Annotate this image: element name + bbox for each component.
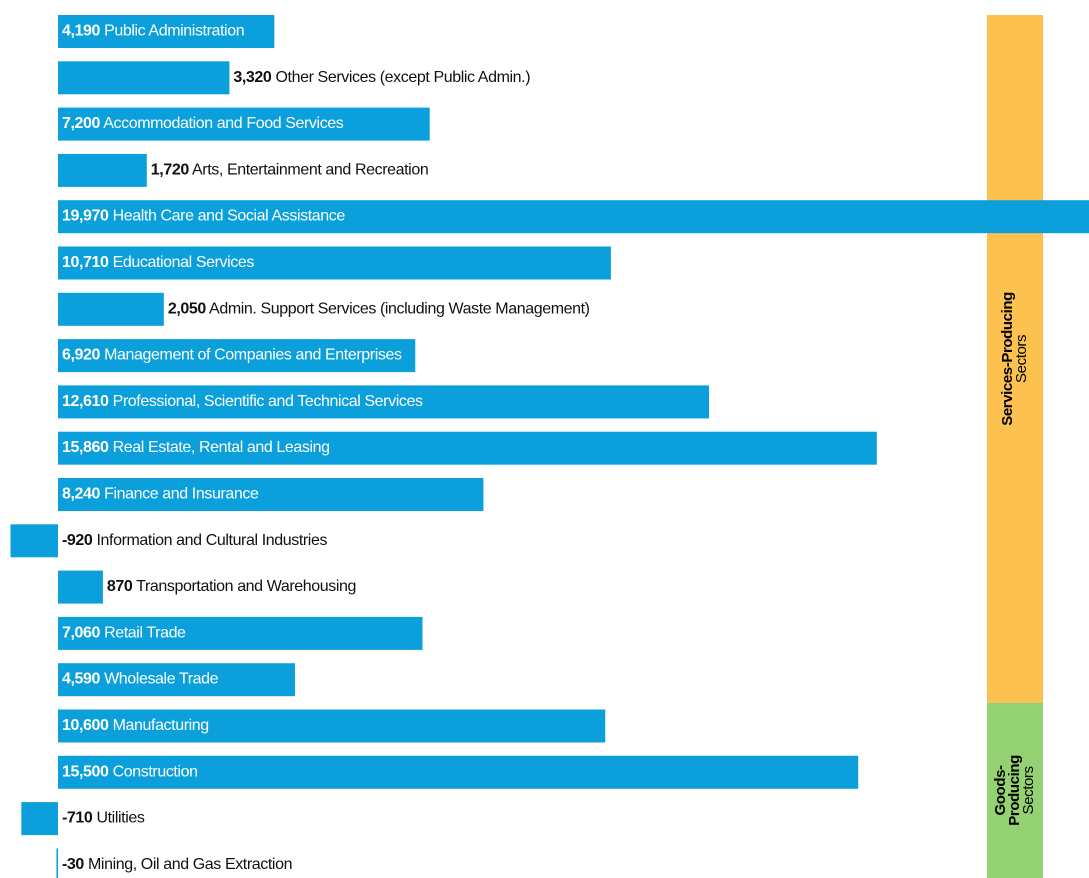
bar-label: 15,500 Construction	[62, 764, 198, 781]
value-label: 6,920	[62, 347, 101, 364]
category-label: Accommodation and Food Services	[103, 115, 344, 132]
bar	[56, 848, 58, 878]
group-subtitle: Sectors	[1013, 335, 1030, 383]
value-label: -920	[62, 532, 93, 549]
bar	[58, 107, 430, 141]
value-label: 7,060	[62, 625, 101, 642]
bar	[58, 292, 164, 326]
group-name: Goods-	[992, 765, 1009, 815]
bar-label: 8,240 Finance and Insurance	[62, 486, 259, 503]
category-label: Public Administration	[104, 23, 244, 40]
value-label: -30	[62, 856, 84, 873]
category-label: Professional, Scientific and Technical S…	[113, 393, 423, 410]
bar	[58, 431, 877, 465]
bar	[58, 246, 611, 280]
category-label: Finance and Insurance	[104, 486, 259, 503]
bar	[58, 478, 484, 511]
bar-label: 7,200 Accommodation and Food Services	[62, 115, 344, 132]
category-label: Real Estate, Rental and Leasing	[113, 439, 330, 456]
bar-label: 4,590 Wholesale Trade	[62, 671, 219, 688]
bar	[58, 200, 1089, 234]
bar-label: 6,920 Management of Companies and Enterp…	[62, 347, 402, 364]
category-label: Information and Cultural Industries	[96, 532, 327, 549]
bar	[58, 663, 295, 697]
value-label: 7,200	[62, 115, 101, 132]
value-label: 4,590	[62, 671, 101, 688]
bar	[58, 755, 859, 789]
bar-label: 2,050 Admin. Support Services (including…	[168, 301, 590, 318]
value-label: 4,190	[62, 23, 101, 40]
bar	[58, 385, 710, 419]
group-label: Goods-ProducingSectors	[992, 755, 1037, 826]
category-label: Health Care and Social Assistance	[113, 208, 346, 225]
category-label: Educational Services	[113, 254, 255, 271]
bar-label: 4,190 Public Administration	[62, 23, 244, 40]
category-label: Admin. Support Services (including Waste…	[209, 301, 590, 318]
bar	[58, 570, 103, 604]
bar-label: 10,710 Educational Services	[62, 254, 254, 271]
category-label: Other Services (except Public Admin.)	[275, 69, 530, 86]
category-label: Transportation and Warehousing	[136, 578, 356, 595]
bar	[58, 153, 147, 187]
bar	[58, 61, 230, 95]
bar-label: 10,600 Manufacturing	[62, 717, 209, 734]
group-name: Producing	[1006, 755, 1023, 826]
bar	[21, 802, 58, 836]
bar-label: 15,860 Real Estate, Rental and Leasing	[62, 439, 330, 456]
value-label: 10,710	[62, 254, 109, 271]
bar	[10, 524, 58, 558]
bar-label: 7,060 Retail Trade	[62, 625, 186, 642]
value-label: 3,320	[233, 69, 272, 86]
category-label: Mining, Oil and Gas Extraction	[88, 856, 292, 873]
value-label: 12,610	[62, 393, 109, 410]
bar	[58, 616, 423, 650]
value-label: -710	[62, 810, 93, 827]
value-label: 2,050	[168, 301, 207, 318]
value-label: 15,860	[62, 439, 109, 456]
value-label: 15,500	[62, 764, 109, 781]
category-label: Retail Trade	[104, 625, 186, 642]
group-label: Services-ProducingSectors	[999, 292, 1030, 426]
category-label: Utilities	[96, 810, 144, 827]
category-label: Arts, Entertainment and Recreation	[192, 162, 428, 179]
value-label: 1,720	[151, 162, 190, 179]
bar	[58, 339, 416, 373]
value-label: 19,970	[62, 208, 109, 225]
bar-label: 19,970 Health Care and Social Assistance	[62, 208, 345, 225]
value-label: 8,240	[62, 486, 101, 503]
bar	[58, 15, 275, 48]
bar-label: -920 Information and Cultural Industries	[62, 532, 327, 549]
bar-label: -30 Mining, Oil and Gas Extraction	[62, 856, 292, 873]
category-label: Construction	[113, 764, 198, 781]
group-subtitle: Sectors	[1020, 766, 1037, 814]
bar-label: -710 Utilities	[62, 810, 145, 827]
value-label: 870	[107, 578, 133, 595]
bar	[58, 709, 606, 743]
bar-label: 12,610 Professional, Scientific and Tech…	[62, 393, 423, 410]
group-band	[987, 702, 1043, 878]
bar-label: 3,320 Other Services (except Public Admi…	[233, 69, 530, 86]
group-name: Services-Producing	[999, 292, 1016, 426]
value-label: 10,600	[62, 717, 109, 734]
bar-label: 870 Transportation and Warehousing	[107, 578, 356, 595]
category-label: Manufacturing	[113, 717, 209, 734]
bar-label: 1,720 Arts, Entertainment and Recreation	[151, 162, 429, 179]
category-label: Management of Companies and Enterprises	[104, 347, 402, 364]
category-label: Wholesale Trade	[104, 671, 219, 688]
group-band	[987, 15, 1043, 703]
